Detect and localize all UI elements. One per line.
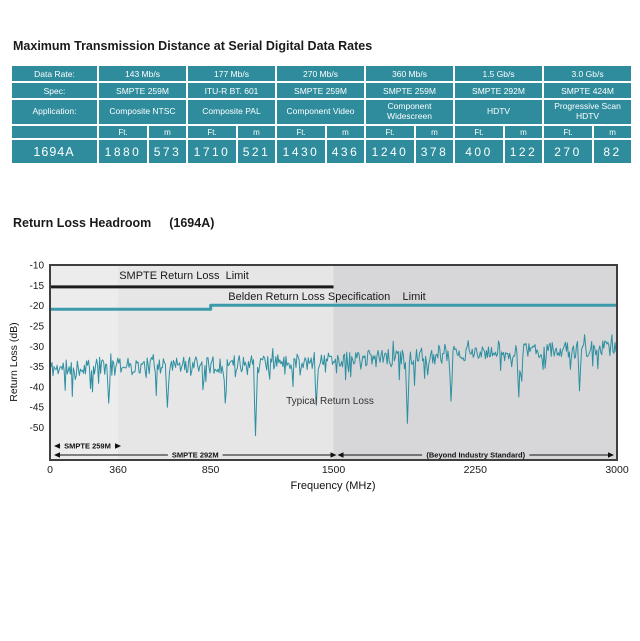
smpte-limit-label: SMPTE Return Loss Limit (119, 270, 249, 282)
row-label: Application: (12, 100, 97, 124)
y-tick-label: -35 (30, 362, 45, 373)
value-cell: 1880 (99, 140, 147, 163)
data-rate-row: Data Rate: 143 Mb/s 177 Mb/s 270 Mb/s 36… (12, 66, 632, 81)
chart-section-title: Return Loss Headroom (1694A) (13, 216, 214, 230)
chart-title-text: Return Loss Headroom (13, 216, 152, 230)
x-tick-label: 1500 (322, 464, 346, 476)
column-header: Component Widescreen (366, 100, 453, 124)
empty-cell (12, 126, 97, 138)
y-tick-label: -25 (30, 321, 45, 332)
value-cell: 270 (544, 140, 593, 163)
column-header: 177 Mb/s (188, 66, 275, 81)
value-cell: 1710 (188, 140, 236, 163)
range-arrow-label: SMPTE 259M (64, 442, 111, 451)
column-header: SMPTE 424M (544, 83, 632, 98)
y-tick-label: -30 (30, 342, 45, 353)
unit-header: m (416, 126, 453, 138)
unit-header: Ft. (99, 126, 147, 138)
unit-header: Ft. (544, 126, 593, 138)
typical-return-loss-trace (49, 334, 618, 437)
value-cell: 573 (149, 140, 186, 163)
arrow-head-right (608, 452, 614, 458)
application-row: Application: Composite NTSC Composite PA… (12, 100, 632, 124)
column-header: Composite PAL (188, 100, 275, 124)
unit-header: Ft. (366, 126, 414, 138)
y-tick-label: -45 (30, 403, 45, 414)
unit-header: m (594, 126, 632, 138)
table-row-1694A: 1694A 1880 573 1710 521 1430 436 1240 37… (12, 140, 632, 163)
column-header: SMPTE 259M (366, 83, 453, 98)
spec-row: Spec: SMPTE 259M ITU-R BT. 601 SMPTE 259… (12, 83, 632, 98)
y-tick-label: -40 (30, 382, 45, 393)
arrow-head-left (54, 443, 60, 449)
value-cell: 400 (455, 140, 503, 163)
value-cell: 521 (238, 140, 275, 163)
limit-line (50, 303, 617, 311)
x-tick-label: 360 (109, 464, 127, 476)
unit-header: m (149, 126, 186, 138)
y-tick-label: -10 (30, 261, 45, 272)
column-header: 3.0 Gb/s (544, 66, 632, 81)
arrow-head-right (115, 443, 122, 449)
units-row: Ft. m Ft. m Ft. m Ft. m Ft. m Ft. m (12, 126, 632, 138)
value-cell: 1430 (277, 140, 325, 163)
plot-border (49, 264, 618, 461)
unit-header: m (238, 126, 275, 138)
range-arrow-label: SMPTE 292M (172, 451, 219, 460)
column-header: HDTV (455, 100, 543, 124)
value-cell: 122 (505, 140, 543, 163)
range-arrow-label: (Beyond Industry Standard) (426, 451, 525, 460)
product-cell: 1694A (12, 140, 97, 163)
x-tick-label: 2250 (464, 464, 488, 476)
column-header: SMPTE 259M (277, 83, 364, 98)
value-cell: 378 (416, 140, 453, 163)
row-label: Data Rate: (12, 66, 97, 81)
y-axis-title: Return Loss (dB) (8, 322, 20, 402)
column-header: Composite NTSC (99, 100, 186, 124)
data-table: Data Rate: 143 Mb/s 177 Mb/s 270 Mb/s 36… (10, 64, 633, 165)
table-section-title: Maximum Transmission Distance at Serial … (13, 39, 373, 53)
unit-header: Ft. (188, 126, 236, 138)
x-tick-label: 3000 (605, 464, 629, 476)
column-header: 270 Mb/s (277, 66, 364, 81)
arrow-head-left (337, 452, 344, 458)
x-tick-label: 850 (202, 464, 220, 476)
unit-header: m (505, 126, 543, 138)
unit-header: Ft. (277, 126, 325, 138)
x-axis-title: Frequency (MHz) (290, 480, 376, 492)
column-header: 143 Mb/s (99, 66, 186, 81)
column-header: Component Video (277, 100, 364, 124)
value-cell: 436 (327, 140, 364, 163)
transmission-distance-table: Data Rate: 143 Mb/s 177 Mb/s 270 Mb/s 36… (10, 64, 633, 165)
typical-return-loss-label: Typical Return Loss (286, 396, 374, 407)
column-header: 360 Mb/s (366, 66, 453, 81)
unit-header: Ft. (455, 126, 503, 138)
unit-header: m (327, 126, 364, 138)
column-header: Progressive Scan HDTV (544, 100, 632, 124)
frequency-band (50, 265, 119, 460)
column-header: 1.5 Gb/s (455, 66, 543, 81)
column-header: SMPTE 259M (99, 83, 186, 98)
y-tick-label: -50 (30, 423, 45, 434)
y-tick-label: -15 (30, 281, 45, 292)
column-header: SMPTE 292M (455, 83, 543, 98)
column-header: ITU-R BT. 601 (188, 83, 275, 98)
chart-title-product: (1694A) (169, 216, 215, 230)
x-tick-label: 0 (47, 464, 53, 476)
value-cell: 82 (594, 140, 632, 163)
y-tick-label: -20 (30, 301, 45, 312)
row-label: Spec: (12, 83, 97, 98)
arrow-head-left (54, 452, 60, 458)
belden-limit-label: Belden Return Loss Specification Limit (228, 291, 426, 303)
arrow-head-right (330, 452, 337, 458)
value-cell: 1240 (366, 140, 414, 163)
